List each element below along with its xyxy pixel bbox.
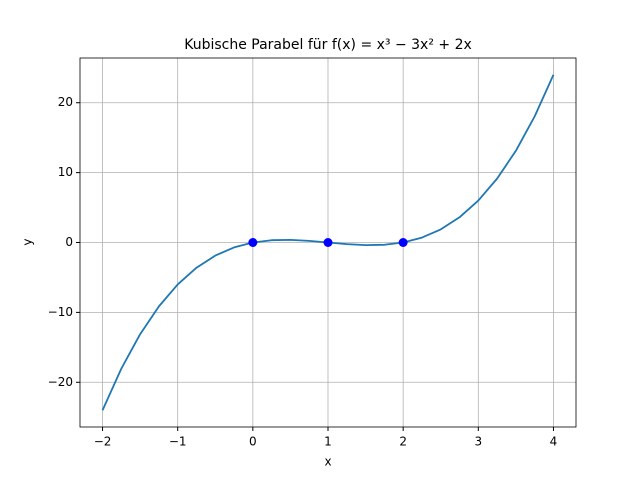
- y-tick-label: 10: [58, 165, 73, 179]
- x-tick-label: −1: [169, 435, 187, 449]
- x-tick-label: 2: [399, 435, 407, 449]
- x-tick-label: 0: [249, 435, 257, 449]
- x-tick-label: −2: [94, 435, 112, 449]
- data-point: [398, 238, 408, 247]
- x-axis-label: x: [324, 455, 331, 469]
- y-axis-label: y: [21, 238, 35, 245]
- y-tick-label: −20: [48, 375, 73, 389]
- chart-title: Kubische Parabel für f(x) = x³ − 3x² + 2…: [184, 37, 472, 53]
- y-tick-label: −10: [48, 305, 73, 319]
- x-tick-label: 4: [550, 435, 558, 449]
- y-tick-label: 20: [58, 95, 73, 109]
- x-tick-label: 1: [324, 435, 332, 449]
- x-tick-label: 3: [474, 435, 482, 449]
- plot-frame: [79, 57, 577, 428]
- data-point: [248, 238, 258, 247]
- y-tick-label: 0: [65, 235, 73, 249]
- data-point: [323, 238, 333, 247]
